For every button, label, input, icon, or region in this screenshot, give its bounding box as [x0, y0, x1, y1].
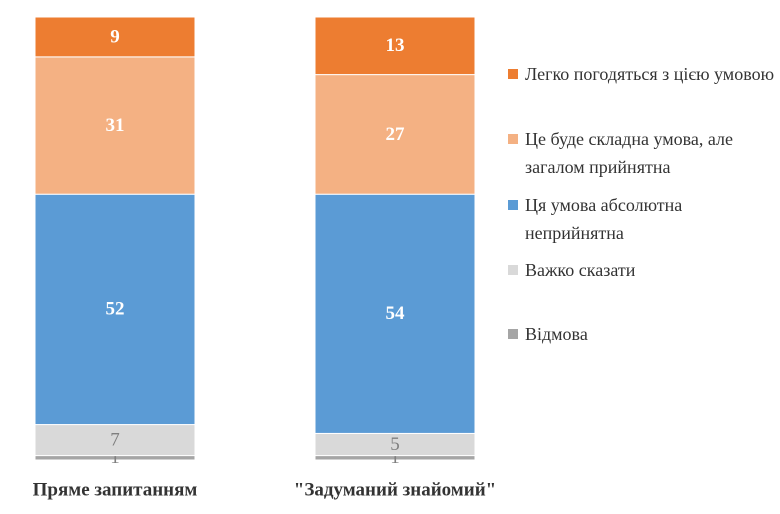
legend-entry: Це буде складна умова, але загалом прийн…	[508, 125, 777, 181]
bar-segment	[34, 193, 196, 426]
data-label: 54	[386, 303, 406, 324]
data-label: 1	[110, 447, 120, 468]
bar-segment	[314, 74, 476, 195]
legend-label: Це буде складна умова, але загалом прийн…	[525, 129, 733, 177]
legend-entry: Легко погодяться з цією умовою	[508, 60, 777, 88]
legend-label: Легко погодяться з цією умовою	[525, 64, 775, 84]
bar-segment	[34, 424, 196, 457]
legend-swatch	[508, 69, 518, 79]
data-label: 1	[390, 447, 400, 468]
legend-label: Ця умова абсолютна неприйнятна	[525, 195, 683, 243]
data-label: 7	[110, 429, 120, 450]
legend-label: Відмова	[525, 324, 588, 344]
legend-entry: Відмова	[508, 320, 777, 348]
x-tick-label: "Задуманий знайомий"	[294, 479, 496, 500]
data-label: 31	[106, 115, 125, 136]
data-label: 9	[110, 26, 120, 47]
legend-entry: Ця умова абсолютна неприйнятна	[508, 191, 777, 247]
bar-segment	[314, 193, 476, 434]
data-label: 27	[386, 124, 406, 145]
bar-segment	[34, 16, 196, 58]
bar-segment	[314, 16, 476, 76]
legend-swatch	[508, 134, 518, 144]
x-tick-label: Пряме запитанням	[33, 479, 198, 500]
data-label: 5	[390, 434, 400, 455]
legend-entry: Важко сказати	[508, 256, 777, 284]
data-label: 52	[106, 299, 125, 320]
legend-label: Важко сказати	[525, 260, 636, 280]
bar-segment	[34, 56, 196, 195]
legend-swatch	[508, 329, 518, 339]
legend-swatch	[508, 265, 518, 275]
data-label: 13	[386, 35, 405, 56]
legend-swatch	[508, 200, 518, 210]
